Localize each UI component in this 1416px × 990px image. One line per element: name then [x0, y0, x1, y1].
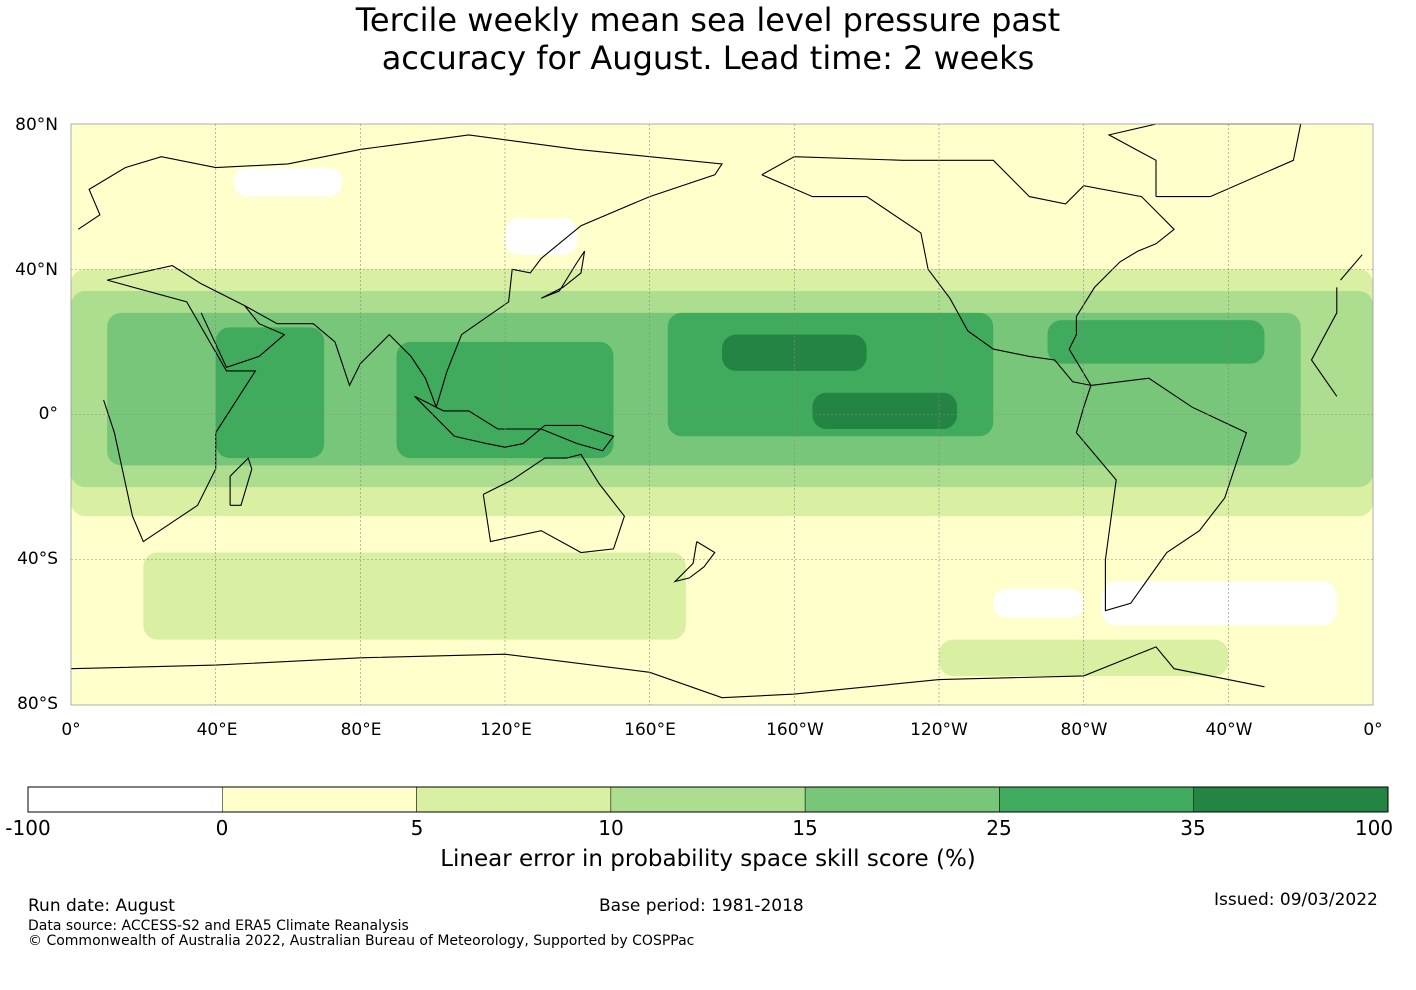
coastline-arabia [200, 305, 286, 368]
lon-label-40w: 40°W [1205, 720, 1253, 740]
lon-label-120e: 120°E [480, 720, 532, 740]
base-period: Base period: 1981-2018 [599, 896, 804, 916]
skill-region-4 [396, 341, 614, 459]
coastline-madagascar [229, 457, 253, 506]
skill-region-14 [71, 124, 1373, 262]
skill-region-16 [233, 167, 343, 197]
lat-label-40n: 40°N [15, 260, 58, 280]
lat-label-80s: 80°S [17, 694, 58, 714]
coastline-australia [482, 453, 626, 554]
lat-label-80n: 80°N [15, 115, 58, 135]
skill-region-3 [215, 327, 325, 459]
chart-title: Tercile weekly mean sea level pressure p… [0, 0, 1416, 77]
coastline-indonesia [414, 395, 615, 452]
lon-label-0-east-edge: 0° [1363, 720, 1383, 740]
colorbar-tick-0: 0 [215, 816, 229, 840]
gridlines-layer [71, 124, 1373, 705]
lon-label-80w: 80°W [1060, 720, 1108, 740]
data-source: Data source: ACCESS-S2 and ERA5 Climate … [28, 918, 409, 934]
lon-label-120w: 120°W [910, 720, 968, 740]
skill-region-12 [993, 588, 1084, 618]
title-line-1: Tercile weekly mean sea level pressure p… [355, 1, 1061, 39]
colorbar-tick-25: 25 [986, 816, 1012, 840]
skill-region-10 [143, 552, 686, 640]
coastline-new-zealand [673, 541, 716, 583]
colorbar-tick-15: 15 [792, 816, 818, 840]
colorbar-label: Linear error in probability space skill … [440, 846, 976, 872]
skill-region-6 [1047, 320, 1265, 364]
colorbar-tick-100: 100 [1354, 816, 1394, 840]
coastline-north-america [761, 156, 1175, 387]
skill-region-8 [812, 392, 958, 430]
lon-label-0-west-edge: 0° [61, 720, 81, 740]
lon-label-80e: 80°E [340, 720, 382, 740]
skill-region-15 [505, 218, 578, 255]
copyright-notice: © Commonwealth of Australia 2022, Austra… [28, 933, 695, 949]
colorbar-tick-5: 5 [410, 816, 424, 840]
lon-label-160w: 160°W [766, 720, 824, 740]
skill-field-layer [71, 124, 1373, 705]
run-date: Run date: August [28, 896, 175, 916]
skill-region-13 [1101, 581, 1337, 626]
coastline-antarctica [70, 646, 1265, 699]
lon-label-40e: 40°E [196, 720, 238, 740]
lat-label-0: 0° [38, 404, 58, 424]
issued-date: Issued: 09/03/2022 [1214, 890, 1378, 910]
coastline-japan [540, 250, 586, 299]
colorbar-tick-10: 10 [598, 816, 624, 840]
map-frame [70, 123, 1374, 706]
lon-label-160e: 160°E [624, 720, 676, 740]
colorbar-tick-35: 35 [1180, 816, 1206, 840]
coastline-south-america [1075, 377, 1248, 612]
lat-label-40s: 40°S [17, 549, 58, 569]
title-line-2: accuracy for August. Lead time: 2 weeks [381, 39, 1035, 77]
colorbar-tick-neg100: -100 [5, 816, 51, 840]
